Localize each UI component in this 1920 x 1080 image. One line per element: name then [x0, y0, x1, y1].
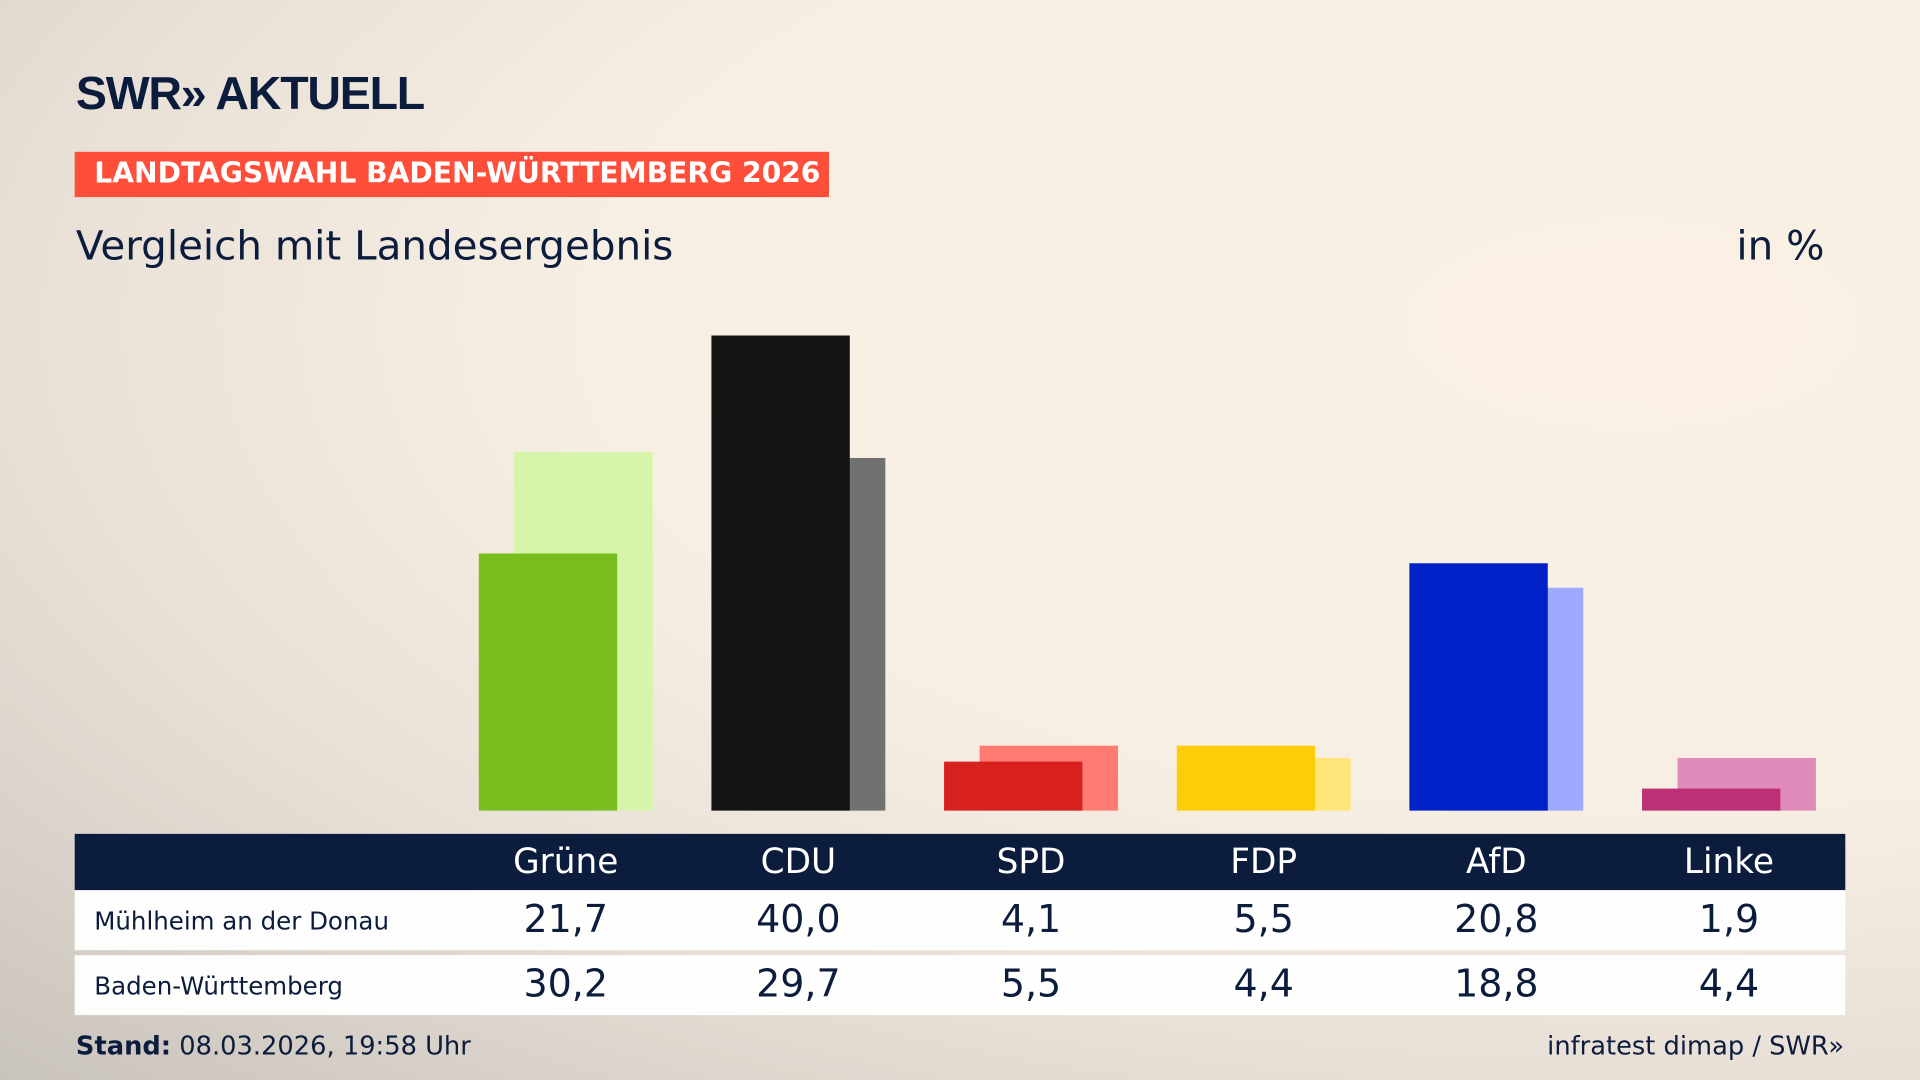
- election-badge: LANDTAGSWAHL BADEN-WÜRTTEMBERG 2026: [74, 151, 829, 198]
- table-header: Grüne CDU SPD FDP AfD Linke: [74, 833, 1846, 891]
- value-cell: 21,7: [523, 897, 608, 942]
- value-cell: 20,8: [1454, 897, 1539, 942]
- value-cell: 18,8: [1454, 962, 1539, 1007]
- value-cell: 29,7: [756, 962, 841, 1007]
- bar-local-2: [944, 761, 1083, 811]
- table-row-local: Mühlheim an der Donau 21,7 40,0 4,1 5,5 20,8…: [74, 890, 1846, 951]
- value-cell: 30,2: [523, 962, 608, 1007]
- chart-subtitle: Vergleich mit Landesergebnis: [75, 221, 674, 270]
- bar-local-3: [1176, 745, 1316, 811]
- value-cell: 4,1: [1000, 897, 1062, 942]
- bar-local-0: [478, 552, 618, 811]
- column-header: CDU: [760, 841, 837, 882]
- value-cell: 5,5: [1000, 962, 1062, 1007]
- value-cell: 4,4: [1698, 962, 1760, 1007]
- value-cell: 1,9: [1698, 897, 1760, 942]
- bar-local-1: [711, 335, 850, 811]
- stand-label: Stand:: [75, 1031, 172, 1061]
- column-header: SPD: [996, 841, 1066, 882]
- stand-value: 08.03.2026, 19:58 Uhr: [171, 1031, 471, 1061]
- value-cell: 40,0: [756, 897, 841, 942]
- source-credit: infratest dimap / SWR»: [1547, 1031, 1845, 1061]
- row-label: Mühlheim an der Donau: [94, 906, 389, 936]
- column-header: Linke: [1683, 841, 1775, 882]
- timestamp: Stand: 08.03.2026, 19:58 Uhr: [76, 1031, 471, 1060]
- table-row-state: Baden-Württemberg 30,2 29,7 5,5 4,4 18,8 4,4: [74, 955, 1846, 1016]
- column-header: Grüne: [513, 841, 619, 882]
- swr-aktuell-logo: SWR» AKTUELL: [75, 68, 425, 121]
- bar-local-4: [1409, 563, 1548, 811]
- row-label: Baden-Württemberg: [94, 971, 343, 1001]
- column-header: AfD: [1465, 841, 1527, 882]
- value-cell: 4,4: [1233, 962, 1294, 1007]
- bar-local-5: [1642, 788, 1781, 811]
- value-cell: 5,5: [1233, 897, 1294, 942]
- unit-label: in %: [1736, 221, 1825, 270]
- column-header: FDP: [1230, 841, 1298, 882]
